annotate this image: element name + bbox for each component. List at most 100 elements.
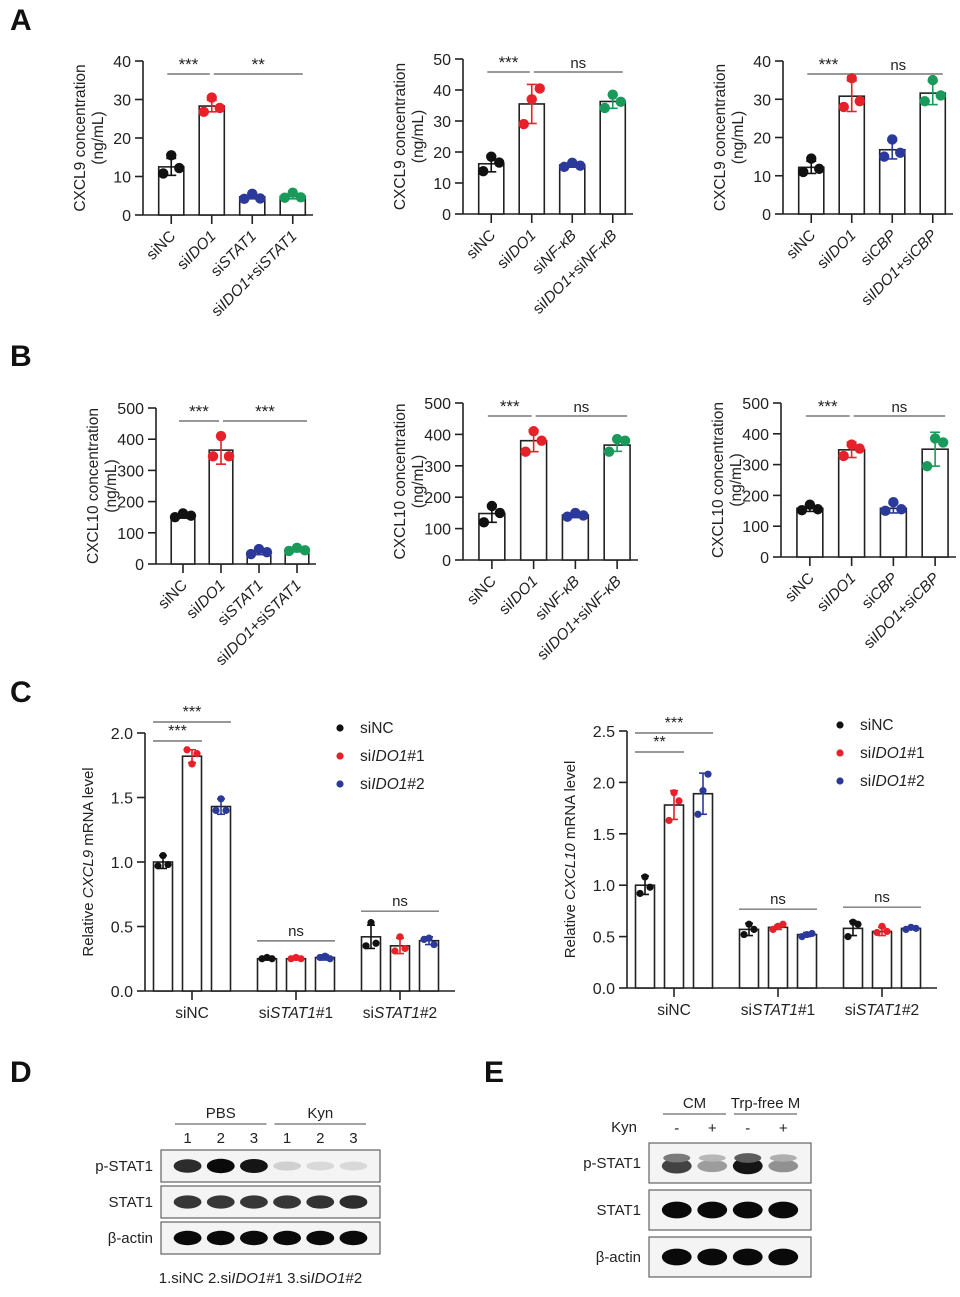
text-part: IDO1 xyxy=(311,1270,346,1287)
text-part: STAT1 xyxy=(856,1002,902,1019)
data-point xyxy=(646,883,654,891)
y-tick-label: 400 xyxy=(117,432,144,449)
y-tick-label: 500 xyxy=(742,396,769,413)
blot-band xyxy=(661,1248,692,1266)
data-point xyxy=(912,924,920,932)
blot-band-upper xyxy=(734,1153,762,1163)
bar xyxy=(871,930,893,989)
data-point xyxy=(326,955,334,963)
blot-band xyxy=(206,1195,235,1209)
bar xyxy=(170,514,196,565)
y-tick-label: 300 xyxy=(742,458,769,475)
data-point xyxy=(806,153,817,164)
text-part: STAT1 xyxy=(374,1005,420,1022)
text-part: IDO1 xyxy=(822,570,860,608)
text-part: siNC xyxy=(360,720,394,737)
y-axis-title: CXCL9 concentration(ng/mL) xyxy=(72,64,107,211)
data-point xyxy=(927,74,938,86)
blot-lane-label: - xyxy=(745,1120,750,1137)
chart-b3: CXCL10 concentration(ng/mL) 0 100 200 300 400… xyxy=(710,396,956,652)
significance-label: ns xyxy=(573,399,589,416)
data-point xyxy=(844,933,852,941)
bar xyxy=(181,755,203,992)
text-part: IDO1 xyxy=(871,745,907,762)
significance-label: *** xyxy=(168,723,187,740)
y-tick-label: 30 xyxy=(433,114,451,131)
text-part: #2 xyxy=(346,1270,363,1287)
y-tick-label: 1.5 xyxy=(111,791,133,808)
blot-band xyxy=(206,1230,235,1246)
x-tick-label: siSTAT1#1 xyxy=(741,1002,815,1019)
data-point xyxy=(895,147,906,158)
bar xyxy=(418,939,440,992)
data-point xyxy=(838,450,849,462)
text-part: STAT1 xyxy=(270,1005,316,1022)
blot-band xyxy=(768,1159,799,1173)
panel-label-b: B xyxy=(10,340,32,373)
blot-lane-label: 3 xyxy=(250,1130,258,1147)
bar xyxy=(603,444,631,561)
blot-row-label: β-actin xyxy=(596,1249,641,1266)
data-point xyxy=(750,925,758,934)
text-part: si xyxy=(360,776,371,793)
y-tick-label: 0.5 xyxy=(593,930,615,947)
data-point xyxy=(704,770,712,778)
data-point xyxy=(887,134,898,145)
bar xyxy=(599,100,627,215)
data-point xyxy=(217,795,225,803)
blot-group-label: Trp-free M xyxy=(731,1095,800,1112)
text-part: IDO1 xyxy=(231,1270,266,1287)
data-point xyxy=(636,889,644,898)
blot-band xyxy=(173,1230,202,1246)
blot-band xyxy=(173,1195,202,1209)
y-tick-label: 200 xyxy=(424,490,451,507)
y-tick-label: 200 xyxy=(117,495,144,512)
data-point xyxy=(159,851,167,860)
data-point xyxy=(391,947,399,955)
text-part: si xyxy=(360,748,371,765)
panel-label-d: D xyxy=(10,1056,32,1089)
text-part: mRNA level xyxy=(562,761,579,844)
text-part: NF-κB xyxy=(582,573,625,616)
data-point xyxy=(812,504,824,515)
blot-row-label: STAT1 xyxy=(109,1194,153,1211)
data-point xyxy=(599,102,610,114)
data-point xyxy=(838,101,849,113)
blot-treatment-label: Kyn xyxy=(611,1119,637,1136)
x-tick-label: siSTAT1#1 xyxy=(259,1005,333,1022)
y-axis-title-line: (ng/mL) xyxy=(728,453,745,506)
data-point xyxy=(559,161,570,173)
y-axis-title: CXCL9 concentration(ng/mL) xyxy=(392,63,427,210)
data-point xyxy=(367,919,375,927)
data-point xyxy=(206,92,217,103)
data-point xyxy=(896,504,907,515)
y-axis-title-line: (ng/mL) xyxy=(410,455,427,508)
text-part: #1 xyxy=(407,748,424,765)
x-tick-label: siNC xyxy=(463,227,499,263)
data-point xyxy=(675,797,683,805)
x-tick-label: siSTAT1#2 xyxy=(845,1002,919,1019)
data-point xyxy=(401,944,409,953)
y-tick-label: 2.0 xyxy=(593,775,615,792)
bar xyxy=(198,105,226,216)
y-tick-label: 0 xyxy=(760,550,769,567)
text-part: NF-κB xyxy=(578,227,621,270)
y-tick-label: 0.5 xyxy=(111,920,133,937)
data-point xyxy=(854,443,865,454)
text-part: IDO1 xyxy=(504,573,542,611)
text-part: mRNA level xyxy=(80,767,97,850)
data-point xyxy=(430,940,438,949)
data-point xyxy=(283,545,295,557)
legend-label: siIDO1#2 xyxy=(360,776,425,793)
text-part: si xyxy=(741,1002,752,1019)
y-tick-label: 0 xyxy=(122,208,131,225)
significance-label: *** xyxy=(819,55,839,74)
data-point xyxy=(536,435,547,446)
significance-label: ns xyxy=(288,923,304,940)
bar xyxy=(634,884,656,989)
bar xyxy=(519,439,548,561)
data-point xyxy=(297,955,305,963)
data-point xyxy=(198,106,209,118)
data-point xyxy=(603,446,615,457)
